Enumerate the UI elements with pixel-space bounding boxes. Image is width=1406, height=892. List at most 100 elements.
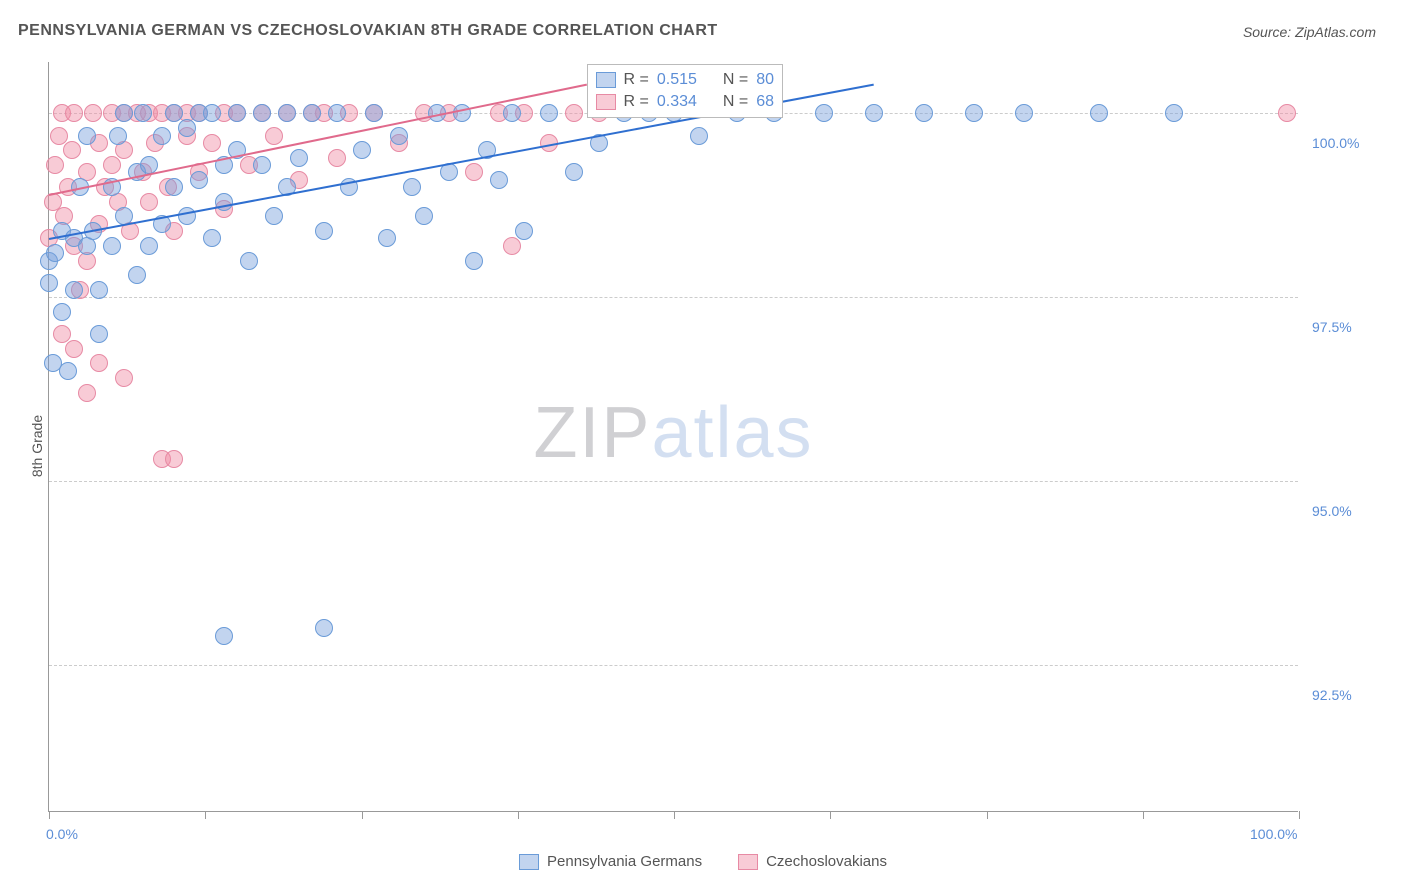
- scatter-point-blue: [153, 127, 171, 145]
- scatter-point-pink: [503, 237, 521, 255]
- scatter-point-blue: [203, 104, 221, 122]
- source-label: Source: ZipAtlas.com: [1243, 24, 1376, 40]
- scatter-point-pink: [78, 384, 96, 402]
- scatter-point-pink: [50, 127, 68, 145]
- scatter-point-blue: [190, 171, 208, 189]
- stats-n-label: N =: [723, 71, 748, 89]
- x-tick: [49, 811, 50, 819]
- scatter-point-blue: [78, 127, 96, 145]
- scatter-point-blue: [253, 104, 271, 122]
- watermark: ZIPatlas: [533, 391, 813, 473]
- x-tick-label: 0.0%: [46, 826, 78, 842]
- stats-r-value: 0.515: [657, 71, 697, 89]
- x-tick: [518, 811, 519, 819]
- scatter-point-blue: [140, 237, 158, 255]
- scatter-point-blue: [53, 303, 71, 321]
- y-tick-label: 92.5%: [1312, 687, 1352, 703]
- legend-label-blue: Pennsylvania Germans: [547, 853, 702, 870]
- stats-swatch-blue: [596, 72, 616, 88]
- scatter-point-blue: [165, 178, 183, 196]
- scatter-point-blue: [1015, 104, 1033, 122]
- scatter-point-blue: [415, 207, 433, 225]
- y-axis-label: 8th Grade: [29, 415, 45, 477]
- scatter-point-blue: [490, 171, 508, 189]
- chart-title: PENNSYLVANIA GERMAN VS CZECHOSLOVAKIAN 8…: [18, 22, 718, 40]
- scatter-point-blue: [965, 104, 983, 122]
- x-tick: [674, 811, 675, 819]
- scatter-point-pink: [103, 156, 121, 174]
- gridline-h: [49, 665, 1298, 666]
- scatter-point-blue: [365, 104, 383, 122]
- scatter-point-pink: [203, 134, 221, 152]
- scatter-point-blue: [65, 281, 83, 299]
- scatter-point-blue: [46, 244, 64, 262]
- stats-r-label: R =: [624, 93, 649, 111]
- y-tick-label: 97.5%: [1312, 319, 1352, 335]
- scatter-point-blue: [59, 362, 77, 380]
- scatter-point-blue: [115, 104, 133, 122]
- scatter-point-blue: [540, 104, 558, 122]
- stats-n-value: 68: [756, 93, 774, 111]
- scatter-point-pink: [90, 354, 108, 372]
- scatter-point-pink: [265, 127, 283, 145]
- scatter-point-pink: [65, 340, 83, 358]
- scatter-point-blue: [203, 229, 221, 247]
- x-tick: [362, 811, 363, 819]
- scatter-point-blue: [253, 156, 271, 174]
- stats-r-value: 0.334: [657, 93, 697, 111]
- scatter-point-blue: [915, 104, 933, 122]
- scatter-point-blue: [90, 325, 108, 343]
- scatter-point-blue: [109, 127, 127, 145]
- x-tick: [1143, 811, 1144, 819]
- y-tick-label: 100.0%: [1312, 135, 1359, 151]
- gridline-h: [49, 481, 1298, 482]
- legend-label-pink: Czechoslovakians: [766, 853, 887, 870]
- x-tick-label: 100.0%: [1250, 826, 1297, 842]
- scatter-point-pink: [53, 325, 71, 343]
- scatter-point-blue: [1165, 104, 1183, 122]
- bottom-legend: Pennsylvania Germans Czechoslovakians: [519, 853, 887, 870]
- y-tick-label: 95.0%: [1312, 503, 1352, 519]
- scatter-point-blue: [1090, 104, 1108, 122]
- watermark-atlas: atlas: [651, 392, 813, 472]
- legend-item-blue: Pennsylvania Germans: [519, 853, 702, 870]
- scatter-point-pink: [65, 104, 83, 122]
- x-tick: [830, 811, 831, 819]
- scatter-point-blue: [515, 222, 533, 240]
- scatter-point-blue: [690, 127, 708, 145]
- scatter-point-pink: [140, 193, 158, 211]
- scatter-point-blue: [265, 207, 283, 225]
- scatter-point-pink: [165, 450, 183, 468]
- scatter-point-pink: [328, 149, 346, 167]
- stats-row: R =0.515N =80: [596, 69, 775, 91]
- scatter-point-blue: [103, 237, 121, 255]
- scatter-point-blue: [315, 619, 333, 637]
- stats-overlay: R =0.515N =80R =0.334N =68: [587, 64, 784, 118]
- scatter-point-blue: [278, 104, 296, 122]
- scatter-point-blue: [40, 274, 58, 292]
- scatter-point-pink: [84, 104, 102, 122]
- x-tick: [205, 811, 206, 819]
- scatter-point-blue: [90, 281, 108, 299]
- scatter-point-blue: [565, 163, 583, 181]
- scatter-point-blue: [290, 149, 308, 167]
- scatter-point-pink: [115, 369, 133, 387]
- scatter-point-blue: [228, 104, 246, 122]
- legend-swatch-pink: [738, 854, 758, 870]
- scatter-point-blue: [815, 104, 833, 122]
- scatter-point-blue: [865, 104, 883, 122]
- stats-n-value: 80: [756, 71, 774, 89]
- stats-swatch-pink: [596, 94, 616, 110]
- scatter-point-blue: [315, 222, 333, 240]
- scatter-point-blue: [240, 252, 258, 270]
- stats-row: R =0.334N =68: [596, 91, 775, 113]
- scatter-point-blue: [403, 178, 421, 196]
- scatter-point-blue: [503, 104, 521, 122]
- scatter-point-pink: [1278, 104, 1296, 122]
- plot-area: ZIPatlas R =0.515N =80R =0.334N =68: [48, 62, 1298, 812]
- scatter-point-pink: [63, 141, 81, 159]
- scatter-point-blue: [128, 266, 146, 284]
- scatter-point-blue: [465, 252, 483, 270]
- watermark-zip: ZIP: [533, 392, 651, 472]
- scatter-point-blue: [378, 229, 396, 247]
